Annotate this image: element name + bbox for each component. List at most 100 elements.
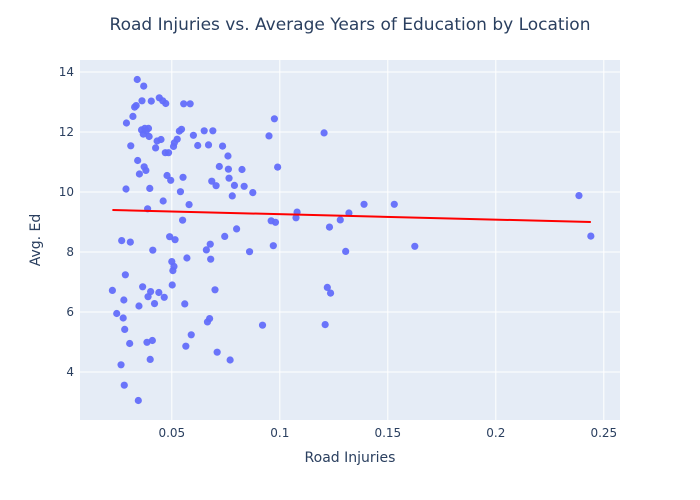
data-point[interactable] — [113, 309, 121, 318]
data-point[interactable] — [211, 286, 219, 294]
data-point[interactable] — [149, 246, 157, 254]
data-point[interactable] — [187, 331, 195, 339]
data-point[interactable] — [160, 293, 168, 301]
data-point[interactable] — [122, 119, 131, 127]
data-point[interactable] — [171, 236, 179, 244]
data-point[interactable] — [119, 314, 127, 322]
data-point[interactable] — [120, 381, 128, 389]
data-point[interactable] — [142, 166, 150, 174]
data-point[interactable] — [194, 141, 202, 150]
data-point[interactable] — [270, 115, 278, 123]
data-point[interactable] — [132, 102, 140, 110]
data-point[interactable] — [139, 283, 147, 291]
data-point[interactable] — [213, 348, 221, 356]
data-point[interactable] — [126, 238, 134, 246]
data-point[interactable] — [143, 338, 151, 346]
data-point[interactable] — [162, 99, 170, 108]
data-point[interactable] — [230, 181, 239, 189]
data-point[interactable] — [179, 173, 187, 181]
data-point[interactable] — [271, 218, 280, 226]
data-point[interactable] — [240, 182, 248, 190]
data-point[interactable] — [224, 152, 232, 160]
data-point[interactable] — [269, 242, 277, 250]
data-point[interactable] — [200, 127, 208, 135]
data-point[interactable] — [140, 82, 148, 90]
data-point[interactable] — [138, 97, 146, 105]
data-point[interactable] — [321, 321, 329, 329]
data-point[interactable] — [146, 184, 154, 192]
data-point[interactable] — [390, 200, 398, 208]
data-point[interactable] — [228, 192, 236, 200]
data-point[interactable] — [133, 75, 141, 84]
data-point[interactable] — [292, 214, 300, 222]
data-point[interactable] — [127, 142, 135, 150]
data-point[interactable] — [207, 255, 215, 263]
data-point[interactable] — [360, 200, 368, 208]
data-point[interactable] — [221, 232, 229, 240]
data-point[interactable] — [159, 197, 167, 205]
data-point[interactable] — [170, 262, 178, 270]
data-point[interactable] — [148, 336, 156, 345]
data-point[interactable] — [147, 288, 155, 296]
data-point[interactable] — [145, 132, 153, 141]
data-point[interactable] — [176, 188, 185, 196]
data-point[interactable] — [122, 185, 130, 193]
data-point[interactable] — [135, 302, 143, 310]
data-point[interactable] — [212, 182, 220, 190]
data-point[interactable] — [167, 176, 175, 184]
data-point[interactable] — [126, 339, 134, 348]
data-point[interactable] — [206, 240, 214, 248]
data-point[interactable] — [345, 209, 353, 217]
data-point[interactable] — [204, 141, 213, 149]
data-point[interactable] — [258, 321, 267, 329]
data-point[interactable] — [225, 174, 233, 182]
data-point[interactable] — [325, 223, 334, 231]
data-point[interactable] — [134, 156, 142, 165]
data-point[interactable] — [157, 135, 165, 144]
data-point[interactable] — [129, 112, 137, 120]
data-point[interactable] — [265, 132, 273, 140]
data-point[interactable] — [134, 396, 142, 405]
data-point[interactable] — [249, 189, 257, 197]
data-point[interactable] — [164, 149, 173, 157]
data-point[interactable] — [208, 177, 216, 185]
data-point[interactable] — [185, 201, 193, 209]
data-point[interactable] — [233, 225, 241, 233]
data-point[interactable] — [181, 300, 189, 308]
data-point[interactable] — [226, 356, 234, 364]
data-point[interactable] — [206, 315, 214, 323]
data-point[interactable] — [209, 127, 217, 135]
data-point[interactable] — [224, 165, 232, 173]
data-point[interactable] — [179, 216, 187, 224]
data-point[interactable] — [342, 247, 350, 255]
data-point[interactable] — [152, 144, 160, 152]
data-point[interactable] — [238, 165, 246, 174]
data-point[interactable] — [274, 163, 282, 171]
data-point[interactable] — [575, 192, 583, 200]
data-point[interactable] — [336, 216, 344, 224]
data-point[interactable] — [118, 237, 126, 245]
data-point[interactable] — [117, 361, 125, 369]
data-point[interactable] — [202, 246, 210, 254]
data-point[interactable] — [411, 242, 419, 250]
data-point[interactable] — [166, 233, 174, 241]
data-point[interactable] — [135, 170, 143, 178]
data-point[interactable] — [121, 325, 129, 333]
data-point[interactable] — [189, 131, 197, 139]
data-point[interactable] — [326, 289, 335, 297]
data-point[interactable] — [146, 355, 154, 363]
data-point[interactable] — [108, 286, 116, 294]
data-point[interactable] — [121, 271, 129, 279]
data-point[interactable] — [150, 300, 159, 308]
data-point[interactable] — [587, 232, 595, 240]
data-point[interactable] — [183, 254, 191, 262]
data-point[interactable] — [245, 248, 254, 256]
data-point[interactable] — [320, 129, 328, 137]
data-point[interactable] — [186, 100, 194, 108]
data-point[interactable] — [147, 97, 155, 105]
data-point[interactable] — [177, 125, 186, 133]
data-point[interactable] — [180, 100, 188, 108]
data-point[interactable] — [215, 162, 223, 171]
data-point[interactable] — [182, 342, 190, 350]
data-point[interactable] — [155, 288, 163, 297]
